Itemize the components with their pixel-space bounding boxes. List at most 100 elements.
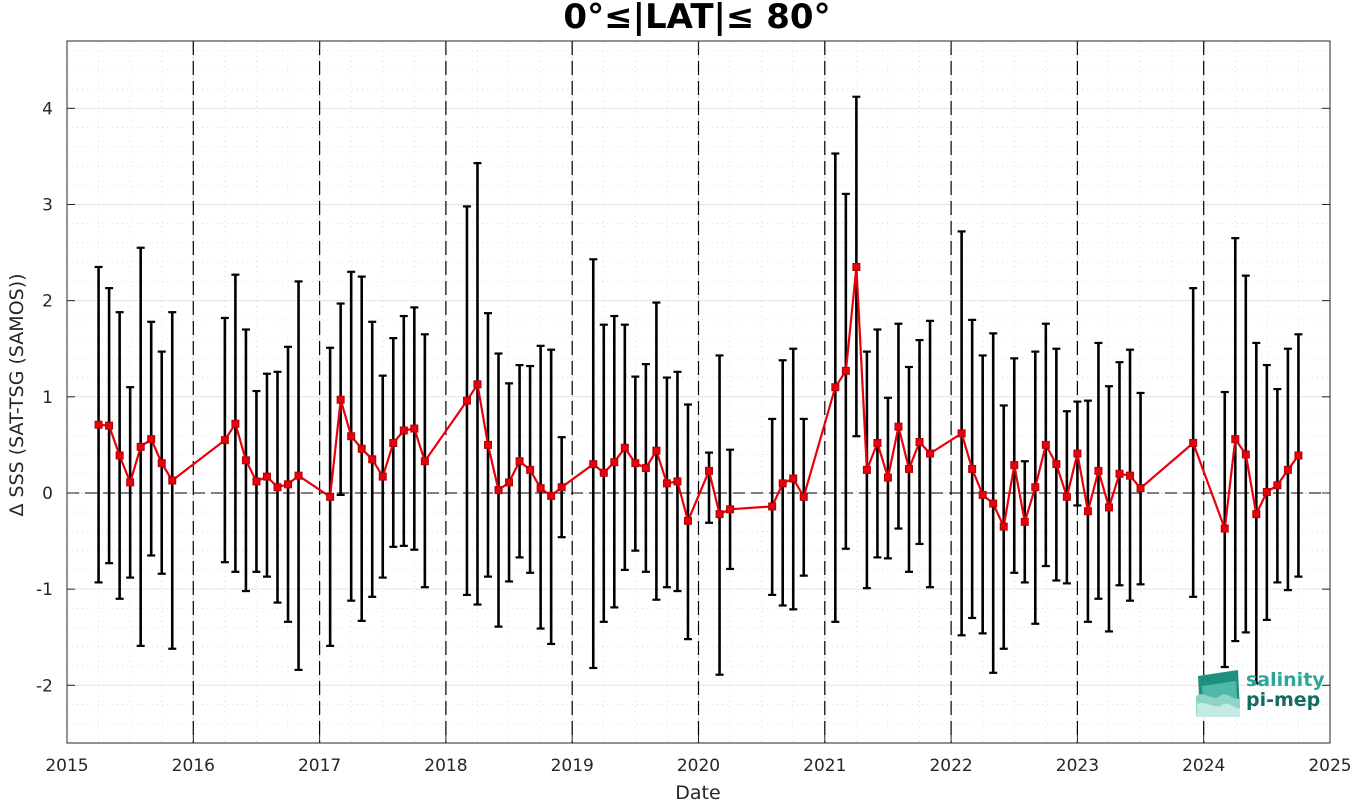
data-point bbox=[1073, 449, 1082, 458]
data-point bbox=[778, 479, 787, 488]
x-tick-label: 2021 bbox=[803, 756, 846, 776]
data-point bbox=[484, 440, 492, 449]
data-point bbox=[799, 492, 808, 501]
data-point bbox=[505, 478, 514, 487]
data-point bbox=[999, 522, 1008, 531]
data-point bbox=[157, 459, 166, 468]
data-point bbox=[862, 465, 871, 474]
data-point bbox=[1104, 503, 1113, 512]
data-point bbox=[1273, 481, 1282, 490]
x-tick-label: 2023 bbox=[1056, 756, 1099, 776]
y-axis-label: Δ SSS (SAT-TSG (SAMOS)) bbox=[6, 273, 28, 516]
data-point bbox=[389, 438, 398, 447]
data-point bbox=[284, 480, 293, 489]
data-point bbox=[126, 478, 135, 487]
data-point bbox=[905, 464, 913, 473]
data-point bbox=[1052, 460, 1061, 469]
data-point bbox=[378, 472, 387, 481]
data-point bbox=[105, 421, 114, 430]
data-point bbox=[1062, 492, 1071, 501]
data-point bbox=[705, 466, 714, 475]
data-point bbox=[273, 483, 282, 492]
data-point bbox=[768, 502, 777, 511]
data-point bbox=[715, 510, 724, 519]
x-tick-label: 2025 bbox=[1308, 756, 1351, 776]
data-point bbox=[620, 443, 629, 452]
data-point bbox=[326, 492, 335, 501]
data-point bbox=[915, 438, 924, 447]
logo-line-2: pi-mep bbox=[1246, 689, 1320, 711]
data-point bbox=[241, 456, 250, 465]
data-point bbox=[294, 471, 303, 480]
data-point bbox=[357, 444, 366, 453]
y-tick-label: 1 bbox=[42, 388, 53, 408]
y-tick-label: 4 bbox=[42, 99, 53, 119]
series bbox=[94, 262, 1303, 533]
data-point bbox=[336, 395, 345, 404]
logo-line-1: salinity bbox=[1246, 669, 1325, 691]
data-point bbox=[1010, 461, 1019, 470]
data-point bbox=[94, 420, 103, 429]
data-point bbox=[399, 426, 408, 435]
y-tick-label: 2 bbox=[42, 292, 53, 312]
y-tick-label: 3 bbox=[42, 195, 53, 215]
x-tick-label: 2017 bbox=[298, 756, 341, 776]
y-tick-label: -2 bbox=[36, 676, 53, 696]
data-point bbox=[1083, 507, 1092, 516]
data-point bbox=[726, 505, 735, 514]
data-point bbox=[1041, 440, 1050, 449]
data-point bbox=[683, 516, 692, 525]
data-point bbox=[978, 490, 987, 499]
data-point bbox=[894, 422, 903, 431]
data-point bbox=[1241, 450, 1250, 459]
data-point bbox=[1220, 524, 1229, 533]
data-point bbox=[599, 468, 608, 477]
data-point bbox=[1115, 469, 1124, 478]
data-point bbox=[262, 472, 271, 481]
data-point bbox=[1126, 471, 1135, 480]
year-dividers bbox=[192, 41, 1205, 743]
data-point bbox=[168, 476, 177, 485]
data-point bbox=[652, 446, 661, 455]
data-point bbox=[252, 477, 261, 486]
chart-title: 0°≤|LAT|≤ 80° bbox=[563, 0, 830, 37]
data-point bbox=[1252, 510, 1261, 519]
data-point bbox=[831, 383, 840, 392]
data-point bbox=[462, 396, 471, 405]
data-point bbox=[1294, 451, 1303, 460]
data-point bbox=[662, 479, 671, 488]
data-point bbox=[883, 473, 892, 482]
data-point bbox=[631, 459, 640, 468]
data-point bbox=[610, 458, 619, 467]
y-tick-labels: -2 -1 0 1 2 3 4 bbox=[36, 99, 53, 696]
data-point bbox=[873, 438, 882, 447]
data-point bbox=[1094, 466, 1103, 475]
data-point bbox=[1136, 484, 1145, 493]
data-point bbox=[473, 380, 482, 389]
data-point bbox=[841, 366, 850, 375]
data-point bbox=[547, 491, 556, 500]
data-point bbox=[1020, 517, 1029, 526]
data-point bbox=[115, 451, 124, 460]
data-point bbox=[515, 457, 524, 466]
data-point bbox=[589, 460, 598, 469]
data-point bbox=[852, 262, 861, 271]
data-point bbox=[1262, 488, 1271, 497]
x-tick-label: 2019 bbox=[551, 756, 594, 776]
data-point bbox=[368, 455, 377, 464]
data-point bbox=[1231, 435, 1240, 444]
data-point bbox=[673, 477, 682, 486]
data-point bbox=[410, 424, 419, 433]
data-point bbox=[420, 457, 429, 466]
data-point bbox=[557, 483, 566, 492]
data-point bbox=[1283, 465, 1292, 474]
data-point bbox=[536, 484, 545, 493]
data-point bbox=[347, 432, 356, 441]
y-tick-label: -1 bbox=[36, 580, 53, 600]
x-axis-label: Date bbox=[675, 782, 720, 801]
x-tick-label: 2016 bbox=[172, 756, 215, 776]
data-point bbox=[494, 486, 503, 495]
y-tick-label: 0 bbox=[42, 484, 53, 504]
data-point bbox=[220, 436, 229, 445]
